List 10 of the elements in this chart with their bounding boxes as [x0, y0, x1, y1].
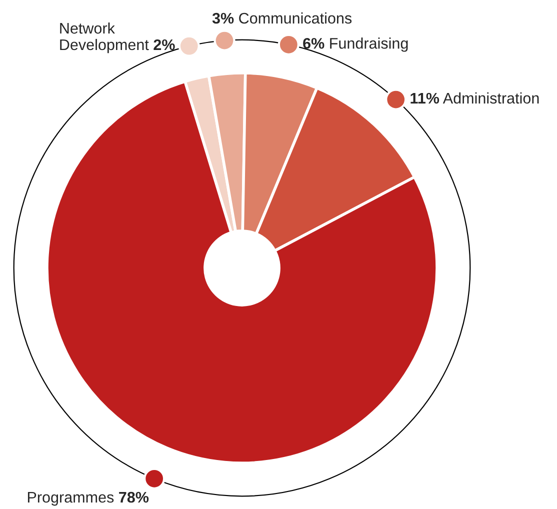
- data-label: 2%: [154, 39, 175, 50]
- slice-label: Programmes: [28, 492, 114, 506]
- slice-label: Administration: [442, 92, 539, 104]
- slice-label: Network Development: [60, 22, 149, 54]
- slice-label: Communications: [239, 12, 352, 24]
- data-label: 11%: [410, 92, 440, 104]
- data-label: 78%: [119, 492, 149, 503]
- data-label: 3%: [212, 12, 234, 24]
- data-label: 6%: [303, 38, 324, 49]
- legend-label: Fundraising: [330, 38, 408, 52]
